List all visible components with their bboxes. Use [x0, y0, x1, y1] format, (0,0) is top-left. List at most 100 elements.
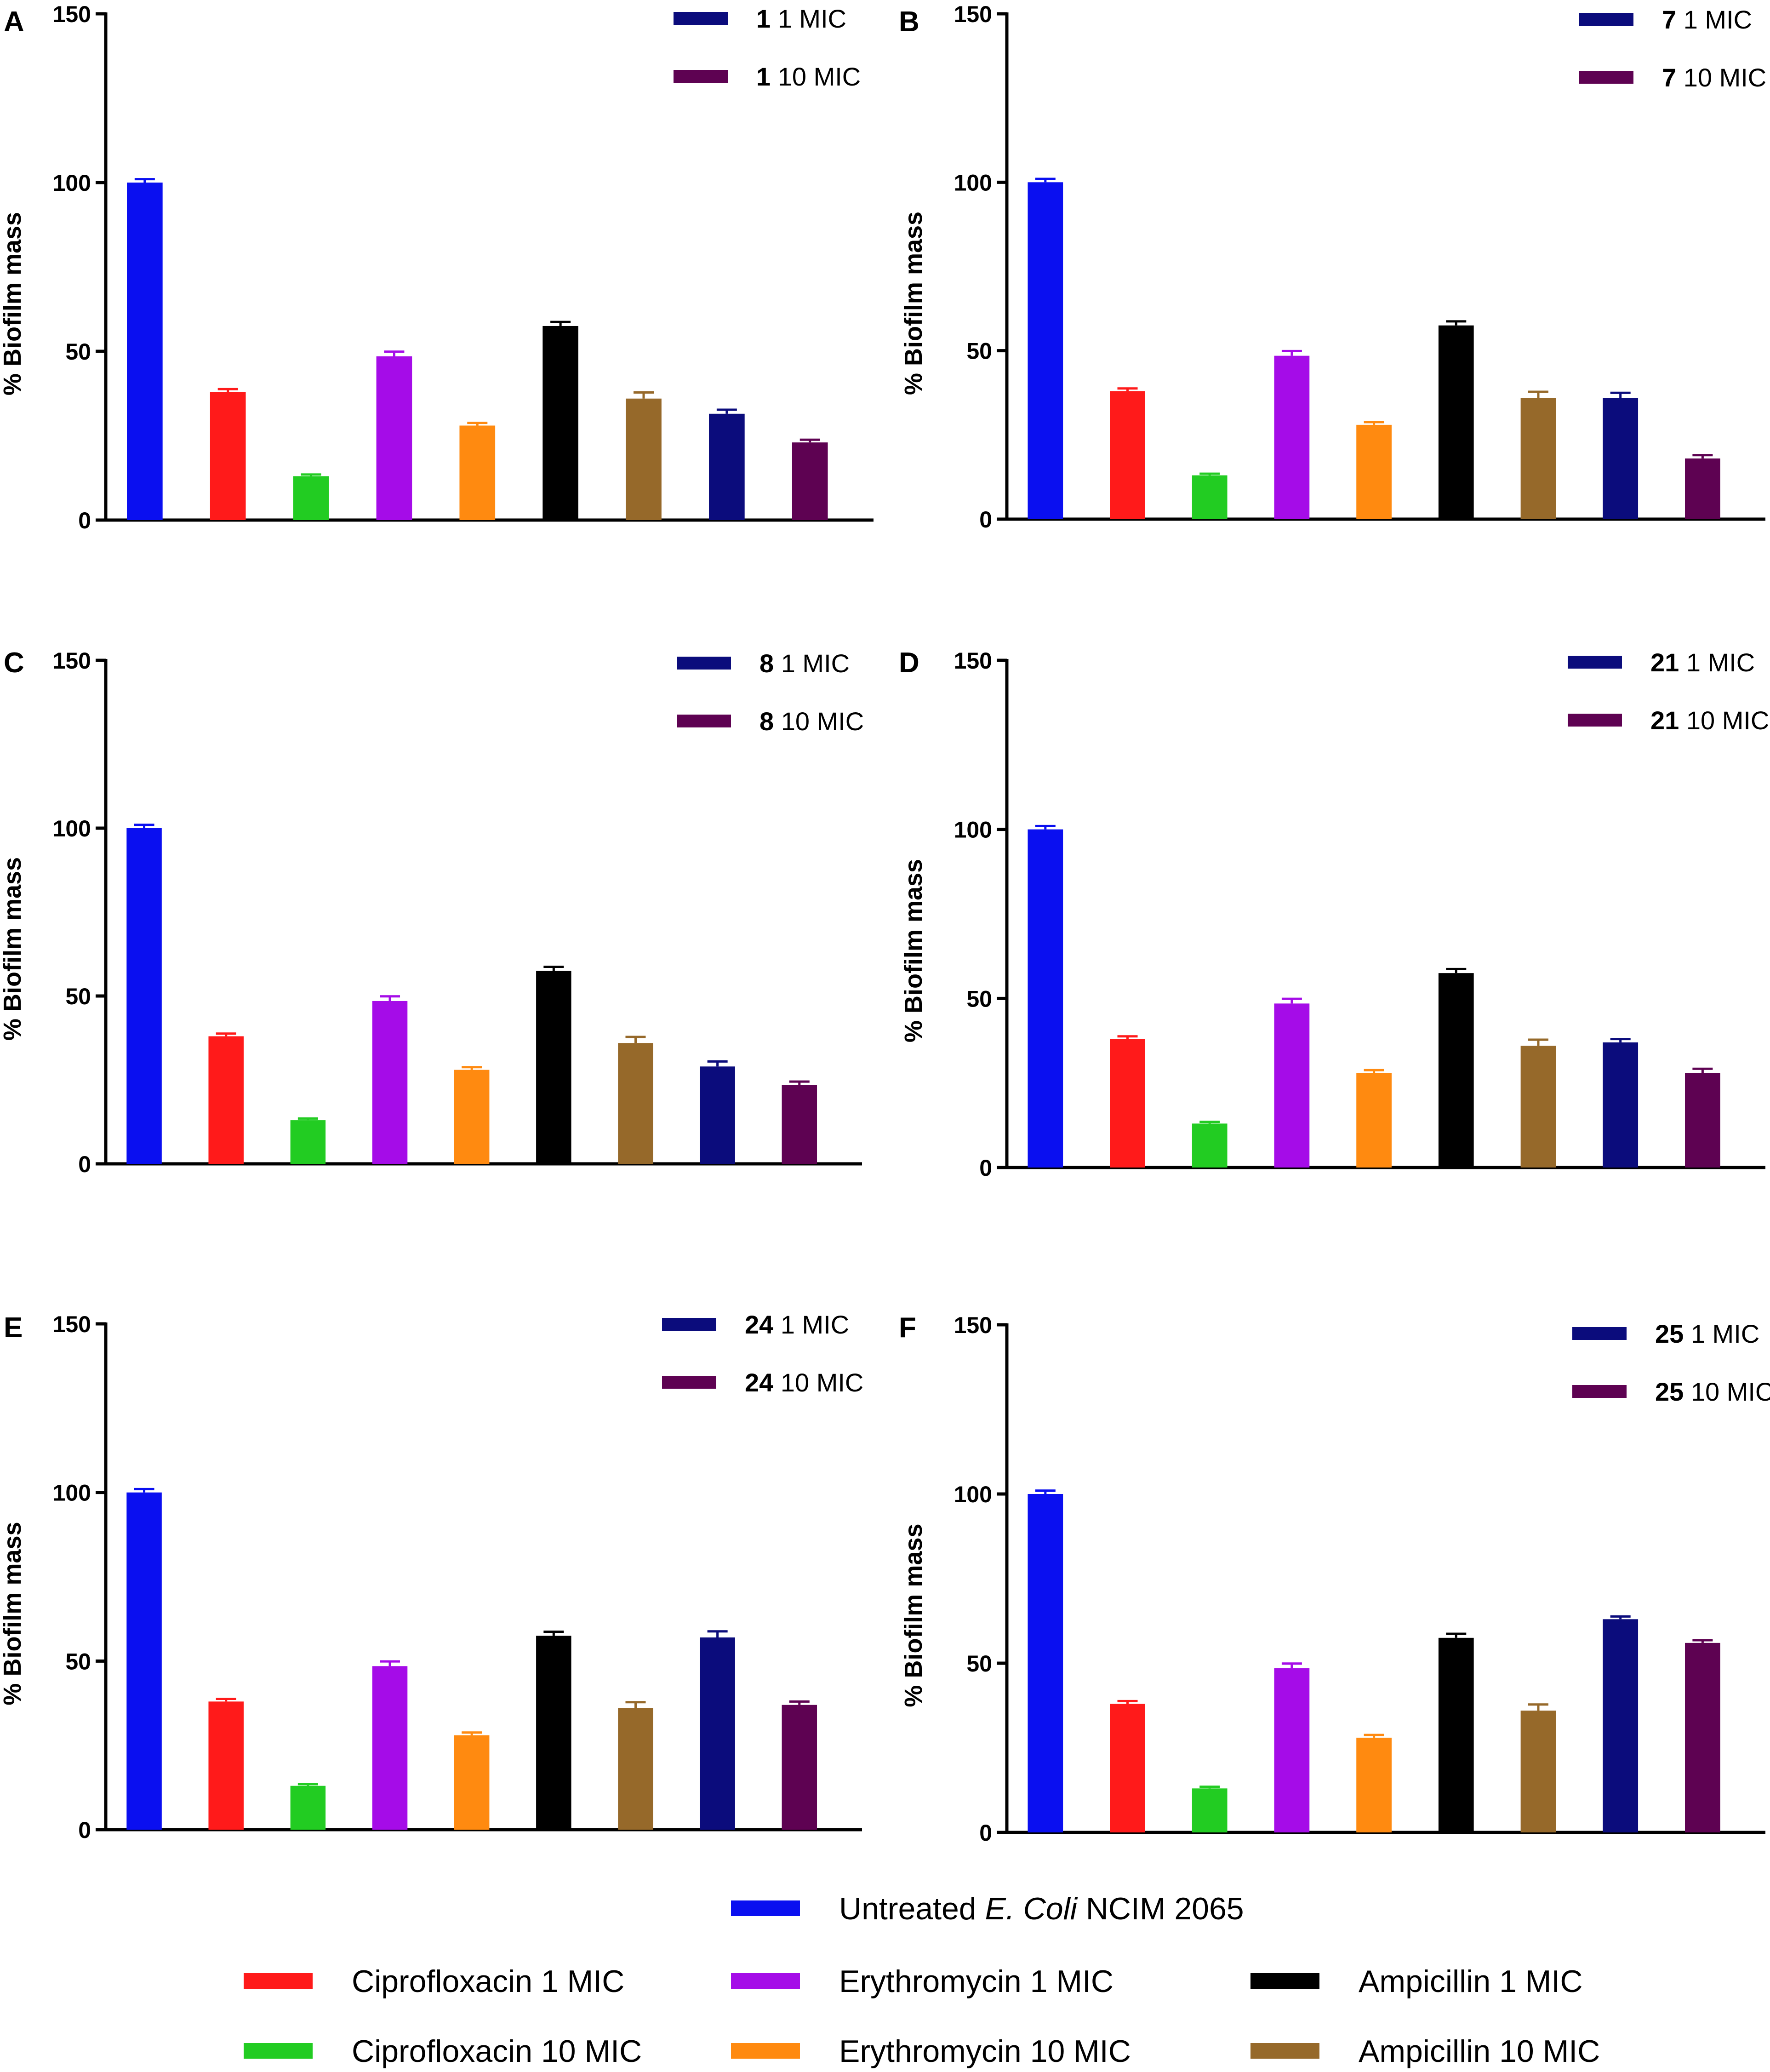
- bar-1: [1028, 829, 1063, 1168]
- bar-5: [1356, 1737, 1392, 1832]
- bar-4: [1274, 1003, 1310, 1168]
- y-tick-label: 150: [954, 1312, 992, 1338]
- legend-swatch: [1568, 656, 1622, 669]
- legend-dose: 10 MIC: [1676, 63, 1766, 92]
- legend-dose: 10 MIC: [774, 707, 864, 736]
- legend-dose: 10 MIC: [773, 1368, 863, 1397]
- legend-compound: 21: [1650, 706, 1679, 735]
- legend-dose: 1 MIC: [773, 1310, 849, 1339]
- bar-9: [1685, 1643, 1720, 1832]
- y-tick-label: 150: [53, 1311, 91, 1337]
- bar-6: [536, 1636, 571, 1830]
- legend-compound: 1: [756, 62, 771, 91]
- bar-6: [1438, 325, 1474, 519]
- legend-label: 21 10 MIC: [1650, 706, 1769, 735]
- bar-6: [1438, 1637, 1474, 1832]
- bar-7: [1520, 1711, 1556, 1832]
- bar-4: [1274, 1668, 1310, 1832]
- bar-8: [700, 1637, 735, 1830]
- y-axis-title: % Biofilm mass: [900, 859, 927, 1042]
- bar-3: [290, 1120, 326, 1164]
- y-tick-label: 150: [954, 648, 992, 674]
- y-tick-label: 150: [53, 648, 91, 674]
- bar-6: [536, 971, 571, 1164]
- y-tick-label: 50: [65, 984, 91, 1009]
- panel-label: C: [4, 647, 24, 679]
- legend-swatch: [662, 1376, 716, 1389]
- y-tick-label: 0: [979, 1820, 992, 1846]
- bar-6: [1438, 973, 1474, 1168]
- legend-compound: 7: [1662, 63, 1676, 92]
- bar-9: [782, 1085, 817, 1164]
- legend-swatch: [1572, 1327, 1627, 1340]
- legend-swatch: [1250, 1973, 1319, 1989]
- bar-8: [709, 413, 745, 520]
- bar-8: [1603, 1042, 1639, 1168]
- bar-7: [1520, 1046, 1556, 1168]
- y-tick-label: 50: [966, 986, 992, 1012]
- y-axis-title: % Biofilm mass: [900, 212, 927, 395]
- legend-dose: 1 MIC: [774, 649, 850, 678]
- legend-swatch: [674, 70, 728, 83]
- legend-swatch: [731, 1973, 800, 1989]
- legend-swatch: [677, 657, 731, 670]
- y-tick-label: 50: [65, 1648, 91, 1674]
- y-tick-label: 0: [979, 1155, 992, 1181]
- bar-5: [454, 1070, 490, 1164]
- panel-label: D: [899, 647, 919, 679]
- legend-swatch: [677, 715, 731, 727]
- legend-swatch: [244, 2043, 313, 2059]
- bar-4: [1274, 355, 1310, 519]
- legend-dose: 10 MIC: [1679, 706, 1769, 735]
- legend-label: 7 1 MIC: [1662, 5, 1752, 34]
- legend-label: Erythromycin 10 MIC: [839, 2034, 1131, 2069]
- panel-label: A: [4, 6, 24, 38]
- bar-2: [1110, 1704, 1145, 1832]
- bar-3: [1192, 475, 1228, 519]
- legend-compound: 21: [1650, 648, 1679, 677]
- legend-compound: 8: [759, 649, 774, 678]
- y-axis-title: % Biofilm mass: [0, 1522, 26, 1705]
- legend-swatch: [1568, 714, 1622, 727]
- legend-label: 24 10 MIC: [745, 1368, 863, 1397]
- bar-8: [700, 1066, 735, 1164]
- legend-dose: 1 MIC: [1676, 5, 1752, 34]
- y-tick-label: 0: [78, 508, 91, 533]
- legend-swatch: [1579, 71, 1633, 84]
- y-tick-label: 0: [979, 507, 992, 532]
- bar-7: [626, 398, 662, 520]
- legend-label: Ampicillin 10 MIC: [1359, 2034, 1600, 2069]
- legend-label: 24 1 MIC: [745, 1310, 849, 1339]
- legend-compound: 24: [745, 1368, 773, 1397]
- legend-compound: 8: [759, 707, 774, 736]
- bar-9: [1685, 458, 1720, 519]
- bar-4: [376, 356, 412, 520]
- panel-label: F: [899, 1312, 916, 1344]
- legend-dose: 10 MIC: [1684, 1377, 1770, 1406]
- legend-label: 8 1 MIC: [759, 649, 850, 678]
- legend-label: 21 1 MIC: [1650, 648, 1755, 677]
- panel-label: E: [4, 1312, 23, 1344]
- y-axis-title: % Biofilm mass: [900, 1523, 927, 1707]
- legend-compound: 25: [1655, 1377, 1684, 1406]
- bar-1: [126, 1492, 162, 1830]
- bar-5: [454, 1735, 490, 1830]
- legend-dose: 1 MIC: [771, 4, 846, 33]
- legend-swatch: [731, 2043, 800, 2059]
- bar-2: [208, 1701, 244, 1830]
- bar-2: [208, 1036, 244, 1164]
- y-tick-label: 150: [53, 1, 91, 27]
- bar-1: [1028, 1494, 1063, 1832]
- bar-9: [1685, 1073, 1720, 1168]
- legend-label: 8 10 MIC: [759, 707, 864, 736]
- y-tick-label: 100: [53, 816, 91, 841]
- bar-4: [372, 1666, 408, 1830]
- y-tick-label: 100: [954, 170, 992, 195]
- legend-label: Erythromycin 1 MIC: [839, 1964, 1113, 1999]
- legend-swatch: [1250, 2043, 1319, 2059]
- bar-1: [1028, 182, 1063, 519]
- bar-3: [293, 476, 329, 520]
